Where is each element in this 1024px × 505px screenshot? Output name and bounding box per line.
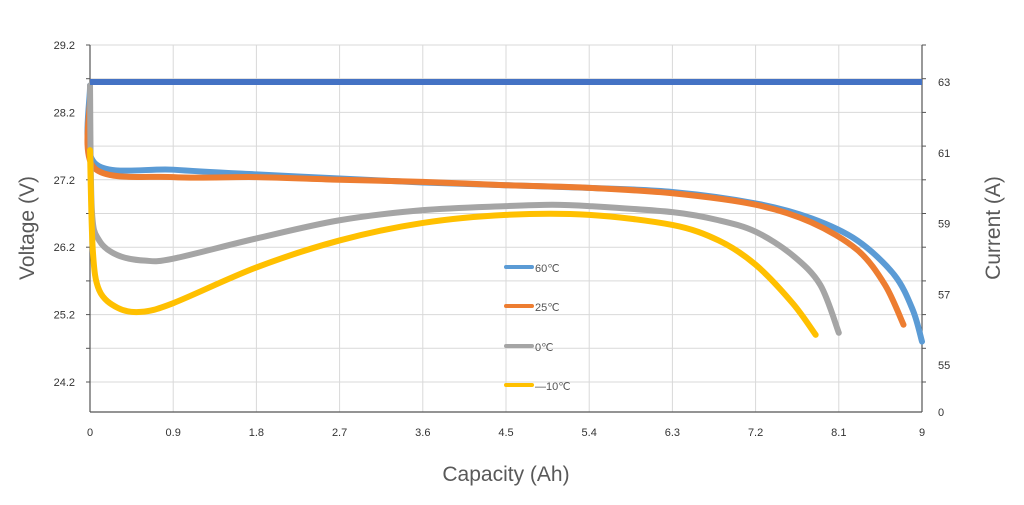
x-tick-label: 7.2 xyxy=(748,427,763,439)
x-tick-label: 6.3 xyxy=(665,427,680,439)
x-tick-label: 9 xyxy=(919,427,925,439)
series-lines xyxy=(84,79,925,345)
series-line-—10℃ xyxy=(87,147,819,338)
x-tick-label: 4.5 xyxy=(498,427,513,439)
y-axis-title: Voltage (V) xyxy=(16,176,39,280)
y-tick-label: 26.2 xyxy=(54,242,75,254)
y-tick-label: 24.2 xyxy=(54,377,75,389)
y2-tick-label: 61 xyxy=(938,148,950,160)
x-tick-label: 2.7 xyxy=(332,427,347,439)
legend-label: 0℃ xyxy=(535,342,553,354)
legend-label: —10℃ xyxy=(535,381,571,393)
x-axis-title: Capacity (Ah) xyxy=(442,463,569,486)
grid xyxy=(90,44,922,412)
tick-labels: 0 0.9 1.8 2.7 3.6 4.5 5.4 6.3 7.2 8.1 9 29.2 28.2 27.… xyxy=(54,40,951,439)
x-tick-label: 5.4 xyxy=(582,427,597,439)
x-tick-label: 0.9 xyxy=(166,427,181,439)
y2-axis-title: Current (A) xyxy=(982,176,1005,280)
y2-tick-label: 0 xyxy=(938,407,944,419)
legend-label: 60℃ xyxy=(535,263,560,275)
x-tick-label: 8.1 xyxy=(831,427,846,439)
x-tick-label: 0 xyxy=(87,427,93,439)
series-line-0℃ xyxy=(87,82,842,336)
y-tick-label: 25.2 xyxy=(54,310,75,322)
y2-tick-label: 57 xyxy=(938,289,950,301)
y-tick-label: 27.2 xyxy=(54,175,75,187)
legend: 60℃ 25℃ 0℃ —10℃ xyxy=(504,263,571,393)
y2-tick-label: 59 xyxy=(938,219,950,231)
series-line-25℃ xyxy=(84,95,907,328)
legend-label: 25℃ xyxy=(535,302,560,314)
x-tick-label: 1.8 xyxy=(249,427,264,439)
y2-tick-label: 63 xyxy=(938,77,950,89)
y-tick-label: 28.2 xyxy=(54,107,75,119)
y2-tick-label: 55 xyxy=(938,360,950,372)
x-tick-label: 3.6 xyxy=(415,427,430,439)
y-tick-label: 29.2 xyxy=(54,40,75,52)
